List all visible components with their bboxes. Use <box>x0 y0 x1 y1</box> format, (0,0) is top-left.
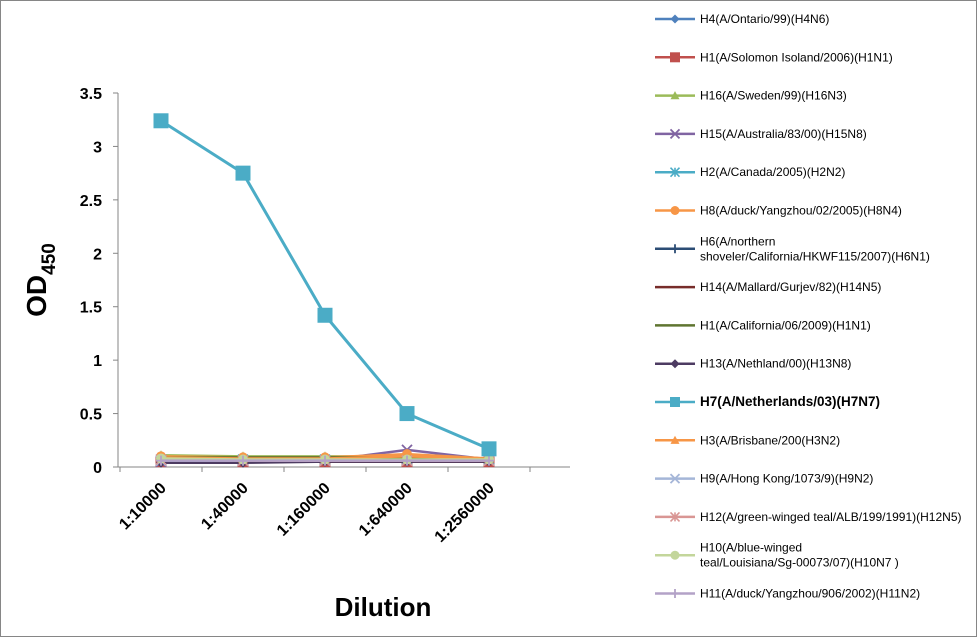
series-line <box>160 119 490 451</box>
data-point <box>317 307 333 323</box>
y-tick-label: 3 <box>93 139 102 156</box>
y-axis-label: OD450 <box>21 243 60 317</box>
data-point <box>156 455 166 466</box>
legend-marker <box>670 397 680 407</box>
legend-label: H8(A/duck/Yangzhou/02/2005)(H8N4) <box>700 204 902 218</box>
y-tick-label: 0 <box>93 460 102 477</box>
data-point <box>481 441 497 457</box>
legend-marker <box>670 91 680 100</box>
legend-label: H15(A/Australia/83/00)(H15N8) <box>700 127 867 141</box>
legend-label: H10(A/blue-winged teal/Louisiana/Sg-00073… <box>700 541 899 570</box>
legend-label: H13(A/Nethland/00)(H13N8) <box>700 357 851 371</box>
legend-marker <box>669 128 681 140</box>
legend-entry: H1(A/California/06/2009)(H1N1) <box>655 318 871 332</box>
legend-entry: H15(A/Australia/83/00)(H15N8) <box>655 127 867 141</box>
series-10 <box>153 113 497 457</box>
data-point <box>153 113 169 129</box>
legend-marker <box>669 511 681 522</box>
legend-label: H14(A/Mallard/Gurjev/82)(H14N5) <box>700 280 881 294</box>
legend-label: H6(A/northern shoveler/California/HKWF115… <box>700 234 930 263</box>
legend-marker <box>670 244 680 254</box>
x-tick-label: 1:10000 <box>116 480 170 534</box>
y-tick-label: 3.5 <box>80 86 102 103</box>
legend-marker <box>670 550 680 560</box>
legend-label: H1(A/Solomon Isoland/2006)(H1N1) <box>700 50 893 64</box>
legend-label: H1(A/California/06/2009)(H1N1) <box>700 318 871 332</box>
legend-entry: H4(A/Ontario/99)(H4N6) <box>655 12 829 26</box>
legend-marker <box>669 473 681 484</box>
series-15 <box>156 455 494 466</box>
legend-entry: H2(A/Canada/2005)(H2N2) <box>655 165 845 179</box>
axes <box>117 93 570 468</box>
legend-marker <box>670 589 680 598</box>
legend: H4(A/Ontario/99)(H4N6) H1(A/Solomon Isola… <box>655 12 962 601</box>
legend-marker <box>670 52 680 63</box>
legend-entry: H12(A/green-winged teal/ALB/199/1991)(H1… <box>655 510 962 524</box>
legend-marker <box>670 14 680 24</box>
legend-entry: H7(A/Netherlands/03)(H7N7) <box>655 394 880 409</box>
x-tick-labels: 1:10000 1:40000 1:160000 1:640000 1:2560000 <box>116 467 531 546</box>
legend-label: H7(A/Netherlands/03)(H7N7) <box>700 394 880 409</box>
legend-label: H4(A/Ontario/99)(H4N6) <box>700 12 829 26</box>
x-tick-label: 1:160000 <box>274 480 334 540</box>
legend-marker <box>670 206 680 215</box>
legend-label: H9(A/Hong Kong/1073/9)(H9N2) <box>700 472 873 486</box>
legend-entry: H16(A/Sweden/99)(H16N3) <box>655 89 847 103</box>
legend-entry: H14(A/Mallard/Gurjev/82)(H14N5) <box>655 280 881 294</box>
data-point <box>484 455 494 466</box>
x-axis-label: Dilution <box>335 592 432 622</box>
y-tick-label: 2 <box>93 246 102 263</box>
x-tick-label: 1:2560000 <box>432 480 498 546</box>
data-point <box>238 455 248 466</box>
x-tick-label: 1:40000 <box>198 480 252 534</box>
legend-entry: H11(A/duck/Yangzhou/906/2002)(H11N2) <box>655 587 920 601</box>
x-tick-label: 1:640000 <box>356 480 416 540</box>
data-point <box>399 406 415 422</box>
y-tick-label: 1 <box>93 353 102 370</box>
legend-entry: H8(A/duck/Yangzhou/02/2005)(H8N4) <box>655 204 902 218</box>
legend-label: H11(A/duck/Yangzhou/906/2002)(H11N2) <box>700 587 920 601</box>
y-tick-labels: 0 0.5 1 1.5 2 2.5 3 3.5 <box>80 86 118 477</box>
legend-entry: H6(A/northern shoveler/California/HKWF115… <box>655 234 930 263</box>
legend-label: H2(A/Canada/2005)(H2N2) <box>700 165 845 179</box>
legend-label: H3(A/Brisbane/200(H3N2) <box>700 433 840 447</box>
legend-marker <box>670 359 680 369</box>
legend-label: H16(A/Sweden/99)(H16N3) <box>700 89 847 103</box>
y-tick-label: 0.5 <box>80 407 102 424</box>
data-point <box>402 455 412 466</box>
y-tick-label: 2.5 <box>80 193 102 210</box>
y-tick-label: 1.5 <box>80 300 102 317</box>
legend-entry: H9(A/Hong Kong/1073/9)(H9N2) <box>655 472 873 486</box>
legend-entry: H13(A/Nethland/00)(H13N8) <box>655 357 851 371</box>
legend-entry: H3(A/Brisbane/200(H3N2) <box>655 433 840 447</box>
data-point <box>235 165 251 181</box>
legend-marker <box>670 435 680 444</box>
series-layer <box>153 113 497 468</box>
legend-marker <box>669 167 681 178</box>
legend-entry: H10(A/blue-winged teal/Louisiana/Sg-00073… <box>655 541 899 570</box>
legend-label: H12(A/green-winged teal/ALB/199/1991)(H1… <box>700 510 962 524</box>
data-point <box>320 455 330 466</box>
legend-entry: H1(A/Solomon Isoland/2006)(H1N1) <box>655 50 893 64</box>
